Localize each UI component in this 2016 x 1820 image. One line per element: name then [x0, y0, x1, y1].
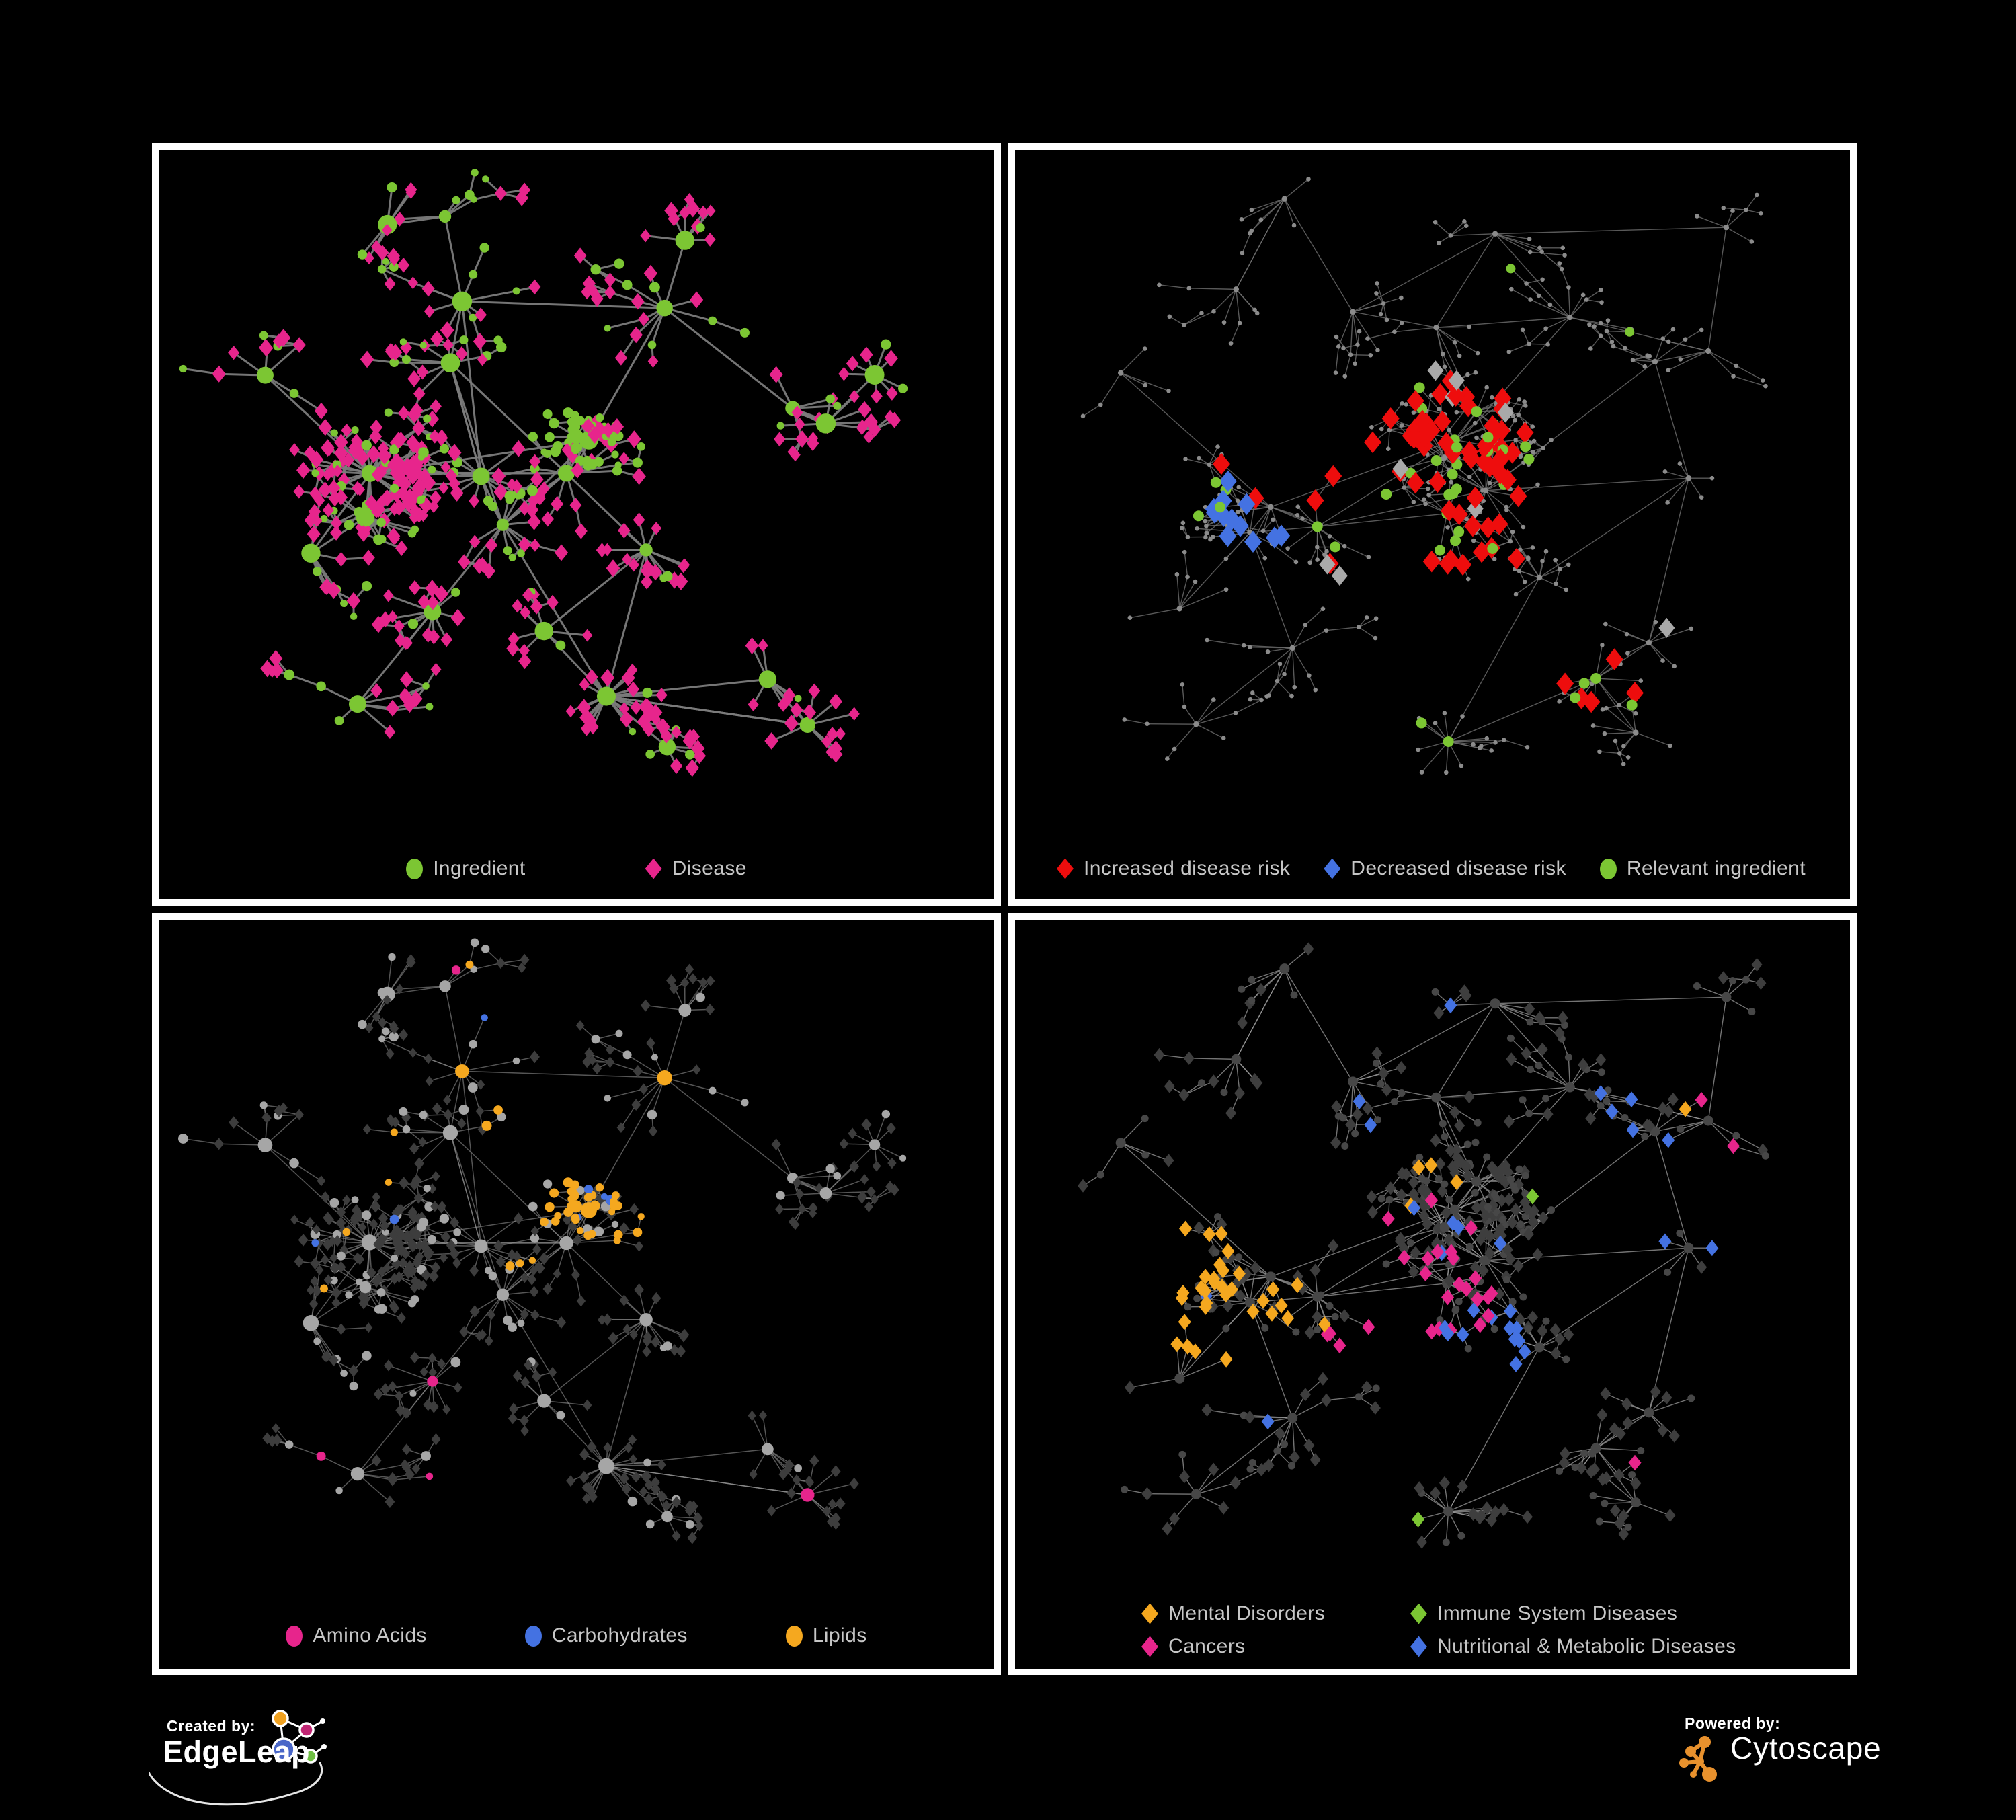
legend-label: Increased disease risk	[1084, 857, 1291, 879]
cytoscape-wordmark: Cytoscape	[1730, 1731, 1882, 1766]
panel-disease-risk: Increased disease risk Decreased disease…	[1008, 143, 1857, 906]
legend-item: Relevant ingredient	[1599, 857, 1806, 880]
legend-item: Immune System Diseases	[1410, 1602, 1736, 1625]
relevant-ingredient-swatch	[1599, 858, 1617, 879]
legend-label: Decreased disease risk	[1350, 857, 1566, 879]
nutritional-metabolic-swatch	[1410, 1636, 1427, 1657]
legend-label: Lipids	[812, 1624, 867, 1647]
legend-item: Increased disease risk	[1057, 857, 1290, 880]
legend-item: Ingredient	[406, 857, 525, 880]
network-graph-disease-risk	[1080, 177, 1768, 775]
legend-label: Amino Acids	[313, 1624, 427, 1647]
legend-ingredient-disease: Ingredient Disease	[159, 857, 994, 880]
legend-label: Disease	[672, 857, 747, 879]
mental-disorders-swatch	[1141, 1603, 1158, 1624]
edgeleap-logo-block: Created by: EdgeLeap	[149, 1709, 391, 1820]
legend-disease-risk: Increased disease risk Decreased disease…	[1015, 857, 1850, 880]
immune-diseases-swatch	[1410, 1603, 1427, 1624]
amino-acids-swatch	[286, 1625, 303, 1647]
network-graph-nutrient-classes	[178, 938, 907, 1544]
legend-label: Immune System Diseases	[1437, 1602, 1678, 1624]
panel-nutrient-classes: Amino Acids Carbohydrates Lipids	[152, 913, 1001, 1675]
edgeleap-logo-icon	[149, 1710, 327, 1806]
panel-ingredient-disease: Ingredient Disease	[152, 143, 1001, 906]
disease-diamond-swatch	[645, 858, 662, 879]
legend-nutrient-classes: Amino Acids Carbohydrates Lipids	[159, 1624, 994, 1647]
legend-item: Lipids	[785, 1624, 867, 1647]
cytoscape-logo-block: Powered by: Cytoscape	[1677, 1711, 1898, 1798]
network-graph-disease-categories	[1078, 942, 1769, 1549]
legend-item: Nutritional & Metabolic Diseases	[1410, 1635, 1736, 1658]
legend-disease-categories: Mental Disorders Immune System Diseases …	[1141, 1602, 1736, 1658]
network-graph-ingredient-disease	[179, 169, 908, 777]
cancers-swatch	[1141, 1636, 1158, 1657]
legend-item: Mental Disorders	[1141, 1602, 1410, 1625]
carbohydrates-swatch	[524, 1625, 542, 1647]
increased-risk-swatch	[1057, 858, 1074, 879]
lipids-swatch	[785, 1625, 803, 1647]
legend-item: Cancers	[1141, 1635, 1410, 1658]
legend-label: Relevant ingredient	[1626, 857, 1806, 879]
legend-label: Cancers	[1168, 1635, 1246, 1657]
legend-label: Ingredient	[433, 857, 526, 879]
created-by-label: Created by:	[167, 1717, 256, 1735]
legend-label: Carbohydrates	[551, 1624, 688, 1647]
legend-label: Mental Disorders	[1168, 1602, 1326, 1624]
legend-label: Nutritional & Metabolic Diseases	[1437, 1635, 1736, 1657]
legend-item: Disease	[645, 857, 747, 880]
cytoscape-logo-icon	[1679, 1736, 1717, 1782]
legend-item: Carbohydrates	[524, 1624, 688, 1647]
panel-disease-categories: Mental Disorders Immune System Diseases …	[1008, 913, 1857, 1675]
legend-item: Amino Acids	[286, 1624, 426, 1647]
powered-by-label: Powered by:	[1685, 1714, 1781, 1732]
legend-item: Decreased disease risk	[1324, 857, 1566, 880]
decreased-risk-swatch	[1324, 858, 1341, 879]
ingredient-circle-swatch	[406, 858, 424, 879]
edgeleap-wordmark: EdgeLeap	[163, 1735, 311, 1769]
